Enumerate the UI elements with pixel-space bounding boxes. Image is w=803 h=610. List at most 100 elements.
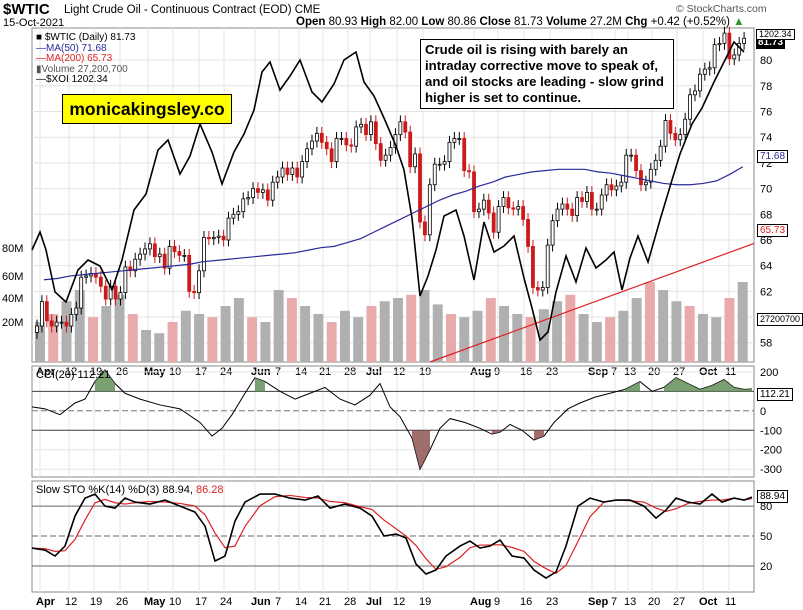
volume-bar <box>233 298 244 362</box>
candle-body <box>270 181 275 201</box>
candle-body <box>702 68 707 75</box>
candle-body <box>187 254 192 292</box>
panel-frame-1 <box>31 365 755 478</box>
volume-bar <box>552 301 563 362</box>
candle-body <box>398 121 403 136</box>
volume-bar <box>220 306 231 362</box>
y-tick-label: 62 <box>760 286 772 298</box>
volume-bar <box>644 282 655 362</box>
volume-bar <box>114 294 125 362</box>
candle-body <box>467 170 472 173</box>
candle-body <box>560 203 565 210</box>
candle-body <box>295 167 300 178</box>
ma50-line <box>43 166 744 281</box>
candle-body <box>580 197 584 202</box>
x-tick-label: 11 <box>725 596 736 608</box>
candle-body <box>329 148 334 162</box>
cci-negative-fill <box>492 430 500 435</box>
candle-body <box>668 120 673 134</box>
candle-body <box>516 206 521 210</box>
candle-body <box>521 206 526 220</box>
x-tick-label: 16 <box>520 596 532 608</box>
x-tick-label: 26 <box>116 596 128 608</box>
volume-bar <box>339 310 350 362</box>
candle-body <box>570 208 575 216</box>
candle-body <box>619 181 624 187</box>
candle-body <box>383 154 388 161</box>
candle-body <box>408 131 413 168</box>
candle-body <box>74 307 79 315</box>
candle-body <box>182 254 187 257</box>
chart-title: Light Crude Oil - Continuous Contract (E… <box>64 4 321 16</box>
candle-body <box>501 197 506 207</box>
cci-value-box: 112.21 <box>757 388 793 401</box>
y-tick-label: 74 <box>760 132 772 144</box>
candle-body <box>44 301 49 322</box>
candle-body <box>103 285 108 300</box>
cci-positive-fill <box>95 369 115 392</box>
candle-body <box>673 132 678 141</box>
candle-body <box>64 321 69 327</box>
x-tick-label: 21 <box>319 596 331 608</box>
candle-body <box>280 167 285 178</box>
legend-ma50: —MA(50) 71.68 <box>36 42 107 54</box>
candle-body <box>423 221 427 236</box>
candle-body <box>589 192 594 210</box>
candle-body <box>319 132 324 143</box>
ma200-price-box: 65.73 <box>757 224 789 237</box>
cci-negative-fill <box>534 430 544 440</box>
candle-body <box>688 94 692 120</box>
volume-bar <box>313 314 324 362</box>
candle-body <box>535 287 540 291</box>
chart-date: 15-Oct-2021 <box>3 17 65 29</box>
candle-body <box>614 185 619 191</box>
volume-bar <box>167 322 178 362</box>
cci-tick-label: 200 <box>760 367 778 379</box>
candle-body <box>133 258 138 272</box>
candle-body <box>211 236 216 240</box>
candle-body <box>447 141 452 162</box>
candle-body <box>128 266 133 272</box>
cci-tick-label: -100 <box>760 425 782 437</box>
candle-body <box>310 140 314 150</box>
volume-axis-label: 80M <box>2 243 23 255</box>
candle-body <box>246 197 251 200</box>
volume-bar <box>247 317 258 362</box>
candle-body <box>40 301 44 327</box>
candle-body <box>241 198 246 213</box>
volume-bar <box>101 306 112 362</box>
volume-bar <box>326 322 337 362</box>
candle-body <box>639 170 643 186</box>
x-tick-label: Apr <box>36 596 56 608</box>
x-tick-label: 27 <box>673 596 685 608</box>
candle-body <box>477 208 481 213</box>
candle-body <box>113 285 118 300</box>
candle-body <box>472 171 476 213</box>
candle-body <box>265 189 270 201</box>
candle-body <box>172 245 177 252</box>
volume-bar <box>697 314 708 362</box>
volume-bar <box>419 290 430 362</box>
volume-bar <box>631 298 642 362</box>
annotation-note: Crude oil is rising with barely an intra… <box>420 39 674 109</box>
candle-body <box>143 248 147 255</box>
volume-bar <box>472 310 483 362</box>
volume-bar <box>88 317 98 362</box>
candle-body <box>462 138 467 171</box>
candle-body <box>555 208 560 222</box>
volume-bar <box>406 294 417 362</box>
x-tick-label: 7 <box>275 596 281 608</box>
candle-body <box>496 206 501 233</box>
candle-body <box>226 217 231 241</box>
x-tick-label: 12 <box>65 596 77 608</box>
candle-body <box>732 54 737 60</box>
sto-tick-label: 20 <box>760 561 772 573</box>
volume-bar <box>194 314 205 362</box>
legend-xoi: —$XOI 1202.34 <box>36 74 108 85</box>
candle-body <box>157 253 162 258</box>
candle-body <box>707 67 712 70</box>
x-tick-label: 10 <box>169 596 181 608</box>
candle-body <box>59 321 64 324</box>
candle-body <box>565 203 570 210</box>
x-tick-label: May <box>144 596 166 608</box>
